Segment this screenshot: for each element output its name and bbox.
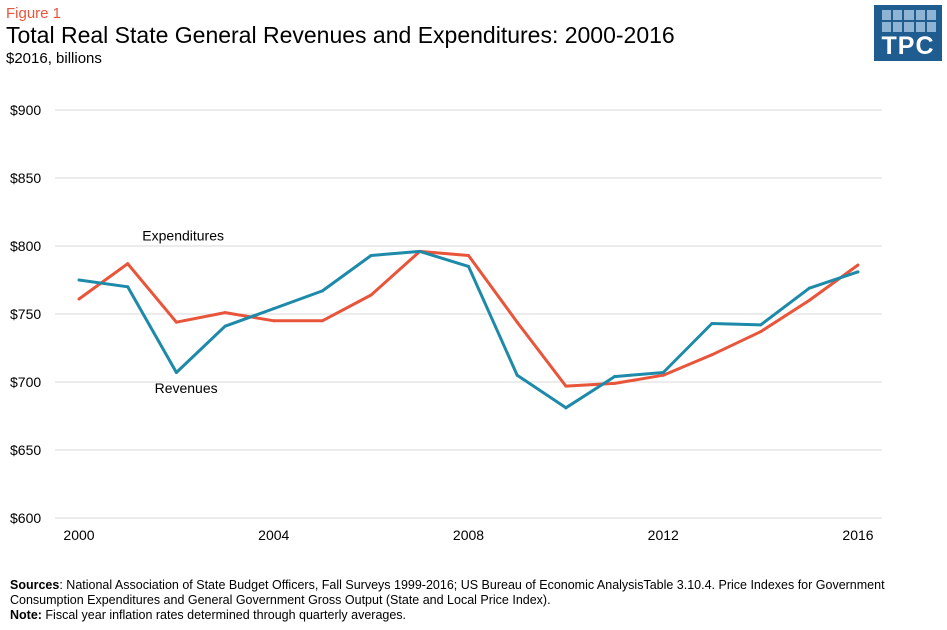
data-point-expenditures bbox=[856, 263, 860, 267]
data-point-expenditures bbox=[126, 262, 130, 266]
series-label-revenues: Revenues bbox=[155, 380, 218, 396]
data-point-expenditures bbox=[223, 311, 227, 315]
data-point-expenditures bbox=[272, 319, 276, 323]
x-tick-label: 2008 bbox=[453, 527, 484, 543]
y-tick-label: $900 bbox=[10, 102, 41, 118]
logo-text: TPC bbox=[881, 32, 935, 60]
series-label-expenditures: Expenditures bbox=[142, 228, 224, 244]
data-point-expenditures bbox=[759, 330, 763, 334]
data-point-expenditures bbox=[174, 320, 178, 324]
y-tick-label: $700 bbox=[10, 374, 41, 390]
data-point-revenues bbox=[126, 285, 130, 289]
data-point-revenues bbox=[759, 323, 763, 327]
data-point-expenditures bbox=[564, 384, 568, 388]
tpc-logo: TPC bbox=[874, 5, 942, 61]
x-tick-label: 2000 bbox=[63, 527, 94, 543]
data-point-expenditures bbox=[515, 320, 519, 324]
line-chart: $900 $850 $800 $750 $700 $650 $600 2000 2004 2008… bbox=[10, 102, 882, 543]
data-point-revenues bbox=[856, 270, 860, 274]
sources-text: : National Association of State Budget O… bbox=[10, 578, 885, 607]
note-text: Fiscal year inflation rates determined t… bbox=[41, 608, 407, 622]
x-tick-label: 2004 bbox=[258, 527, 289, 543]
data-point-expenditures bbox=[613, 381, 617, 385]
sources-note: Sources: National Association of State B… bbox=[10, 578, 935, 608]
data-point-revenues bbox=[613, 375, 617, 379]
data-point-revenues bbox=[661, 370, 665, 374]
data-point-revenues bbox=[418, 249, 422, 253]
note: Note: Fiscal year inflation rates determ… bbox=[10, 608, 935, 623]
data-point-revenues bbox=[515, 373, 519, 377]
y-tick-label: $850 bbox=[10, 170, 41, 186]
data-point-revenues bbox=[223, 324, 227, 328]
y-tick-label: $600 bbox=[10, 510, 41, 526]
data-point-expenditures bbox=[467, 254, 470, 258]
data-point-revenues bbox=[272, 307, 276, 311]
data-point-expenditures bbox=[710, 353, 714, 357]
chart-title: Total Real State General Revenues and Ex… bbox=[6, 22, 675, 48]
data-point-revenues bbox=[807, 286, 811, 290]
logo-grid-icon bbox=[882, 10, 936, 32]
data-point-revenues bbox=[77, 278, 81, 282]
x-tick-label: 2012 bbox=[648, 527, 679, 543]
data-point-revenues bbox=[467, 264, 470, 268]
y-tick-label: $650 bbox=[10, 442, 41, 458]
data-point-expenditures bbox=[320, 319, 324, 323]
data-point-revenues bbox=[710, 322, 714, 326]
data-point-expenditures bbox=[77, 297, 81, 301]
note-label: Note: bbox=[10, 608, 42, 622]
data-point-revenues bbox=[369, 254, 373, 258]
data-point-revenues bbox=[320, 289, 324, 293]
data-point-revenues bbox=[564, 406, 568, 410]
data-point-expenditures bbox=[369, 293, 373, 297]
data-point-revenues bbox=[174, 370, 178, 374]
x-tick-label: 2016 bbox=[842, 527, 873, 543]
sources-label: Sources bbox=[10, 578, 60, 592]
series-line-expenditures bbox=[78, 249, 859, 388]
data-point-expenditures bbox=[661, 373, 665, 377]
data-point-expenditures bbox=[807, 298, 811, 302]
figure-label: Figure 1 bbox=[6, 5, 62, 22]
y-tick-label: $750 bbox=[10, 306, 41, 322]
chart-footer: Sources: National Association of State B… bbox=[10, 578, 935, 623]
chart-subtitle: $2016, billions bbox=[6, 50, 102, 67]
y-tick-label: $800 bbox=[10, 238, 41, 254]
